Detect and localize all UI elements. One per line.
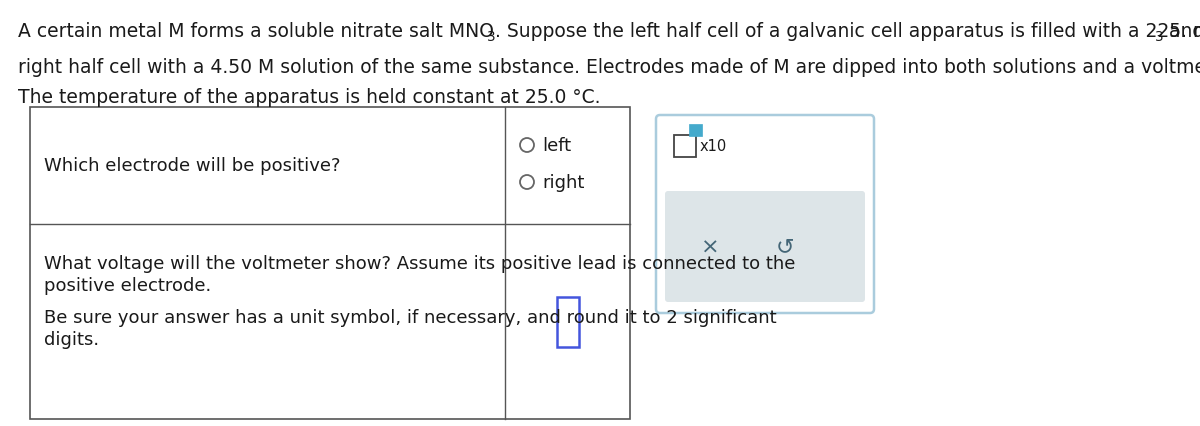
Text: positive electrode.: positive electrode. <box>44 276 211 294</box>
Text: digits.: digits. <box>44 330 100 348</box>
FancyBboxPatch shape <box>665 192 865 302</box>
Text: 3: 3 <box>487 30 496 44</box>
Text: left: left <box>542 137 571 155</box>
Text: Which electrode will be positive?: Which electrode will be positive? <box>44 157 341 175</box>
Text: What voltage will the voltmeter show? Assume its positive lead is connected to t: What voltage will the voltmeter show? As… <box>44 254 796 272</box>
Text: A certain metal M forms a soluble nitrate salt MNO: A certain metal M forms a soluble nitrat… <box>18 22 494 41</box>
Text: Be sure your answer has a unit symbol, if necessary, and round it to 2 significa: Be sure your answer has a unit symbol, i… <box>44 308 776 326</box>
Text: 3: 3 <box>1154 30 1164 44</box>
Text: and the: and the <box>1163 22 1200 41</box>
Text: . Suppose the left half cell of a galvanic cell apparatus is filled with a 225. : . Suppose the left half cell of a galvan… <box>496 22 1200 41</box>
Text: right: right <box>542 173 584 192</box>
Text: right half cell with a 4.50 M solution of the same substance. Electrodes made of: right half cell with a 4.50 M solution o… <box>18 58 1200 77</box>
FancyBboxPatch shape <box>689 125 702 137</box>
Text: The temperature of the apparatus is held constant at 25.0 °C.: The temperature of the apparatus is held… <box>18 88 600 107</box>
Text: ×: × <box>701 237 719 257</box>
Text: x10: x10 <box>700 139 727 154</box>
Text: ↺: ↺ <box>775 237 794 257</box>
FancyBboxPatch shape <box>656 116 874 313</box>
